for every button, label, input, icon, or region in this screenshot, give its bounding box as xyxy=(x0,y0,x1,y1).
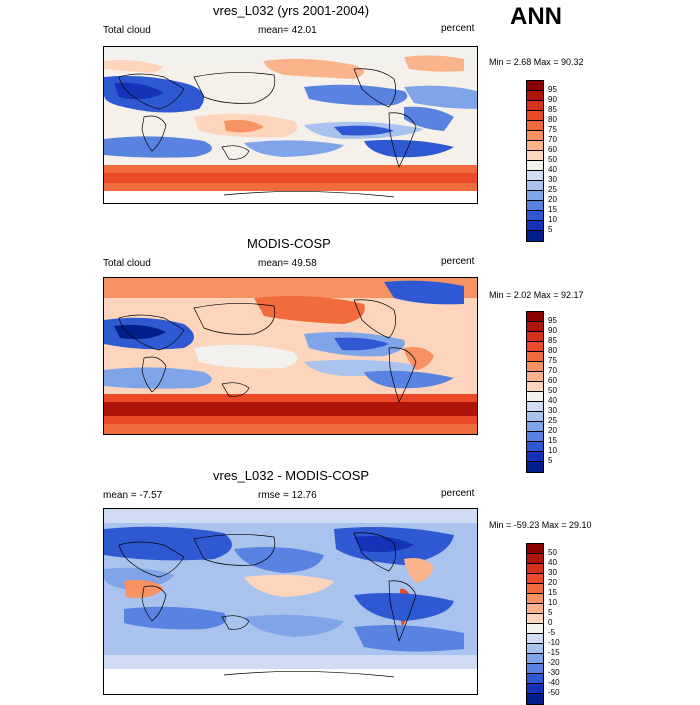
tick-label: 50 xyxy=(548,548,557,557)
panel2-variable-label: Total cloud xyxy=(103,258,151,269)
panel3-map xyxy=(103,508,478,695)
panel2-units-label: percent xyxy=(441,256,475,267)
tick-label: 0 xyxy=(548,618,553,627)
tick-label: -5 xyxy=(548,628,556,637)
panel1-variable-label: Total cloud xyxy=(103,25,151,36)
tick-label: 95 xyxy=(548,85,557,94)
tick-label: -30 xyxy=(548,668,560,677)
tick-label: 30 xyxy=(548,568,557,577)
tick-label: 20 xyxy=(548,426,557,435)
panel3-rmse-label: rmse = 12.76 xyxy=(258,490,317,501)
tick-label: 30 xyxy=(548,406,557,415)
tick-label: 60 xyxy=(548,145,557,154)
tick-label: -50 xyxy=(548,688,560,697)
tick-label: 40 xyxy=(548,396,557,405)
tick-label: 50 xyxy=(548,155,557,164)
tick-label: 70 xyxy=(548,135,557,144)
tick-label: 85 xyxy=(548,105,557,114)
tick-label: 25 xyxy=(548,416,557,425)
panel2-colorbar xyxy=(526,311,544,473)
tick-label: 10 xyxy=(548,215,557,224)
panel3-minmax: Min = -59.23 Max = 29.10 xyxy=(489,520,592,530)
tick-label: 80 xyxy=(548,346,557,355)
panel3-title: vres_L032 - MODIS-COSP xyxy=(213,468,370,483)
tick-label: 20 xyxy=(548,195,557,204)
panel2-map xyxy=(103,277,478,435)
panel2-title: MODIS-COSP xyxy=(247,236,331,251)
tick-label: 25 xyxy=(548,185,557,194)
tick-label: 70 xyxy=(548,366,557,375)
panel1-minmax: Min = 2.68 Max = 90.32 xyxy=(489,57,584,67)
tick-label: 15 xyxy=(548,205,557,214)
tick-label: 75 xyxy=(548,125,557,134)
tick-label: 10 xyxy=(548,446,557,455)
tick-label: -10 xyxy=(548,638,560,647)
tick-label: -15 xyxy=(548,648,560,657)
panel1-colorbar xyxy=(526,80,544,242)
panel3-units-label: percent xyxy=(441,488,475,499)
tick-label: 15 xyxy=(548,436,557,445)
panel1-title: vres_L032 (yrs 2001-2004) xyxy=(213,3,370,18)
tick-label: 30 xyxy=(548,175,557,184)
season-label: ANN xyxy=(510,3,562,30)
tick-label: -20 xyxy=(548,658,560,667)
panel1-units-label: percent xyxy=(441,23,475,34)
panel2-minmax: Min = 2.02 Max = 92.17 xyxy=(489,290,584,300)
tick-label: 5 xyxy=(548,456,553,465)
tick-label: 60 xyxy=(548,376,557,385)
tick-label: 10 xyxy=(548,598,557,607)
tick-label: 50 xyxy=(548,386,557,395)
tick-label: 80 xyxy=(548,115,557,124)
tick-label: 90 xyxy=(548,95,557,104)
tick-label: 90 xyxy=(548,326,557,335)
panel1-map xyxy=(103,46,478,204)
panel1-mean-label: mean= 42.01 xyxy=(258,25,317,36)
panel3-colorbar xyxy=(526,543,544,705)
tick-label: 15 xyxy=(548,588,557,597)
tick-label: 20 xyxy=(548,578,557,587)
tick-label: 40 xyxy=(548,558,557,567)
tick-label: -40 xyxy=(548,678,560,687)
tick-label: 40 xyxy=(548,165,557,174)
panel3-mean-label: mean = -7.57 xyxy=(103,490,163,501)
tick-label: 5 xyxy=(548,225,553,234)
tick-label: 75 xyxy=(548,356,557,365)
tick-label: 95 xyxy=(548,316,557,325)
tick-label: 85 xyxy=(548,336,557,345)
panel2-mean-label: mean= 49.58 xyxy=(258,258,317,269)
tick-label: 5 xyxy=(548,608,553,617)
